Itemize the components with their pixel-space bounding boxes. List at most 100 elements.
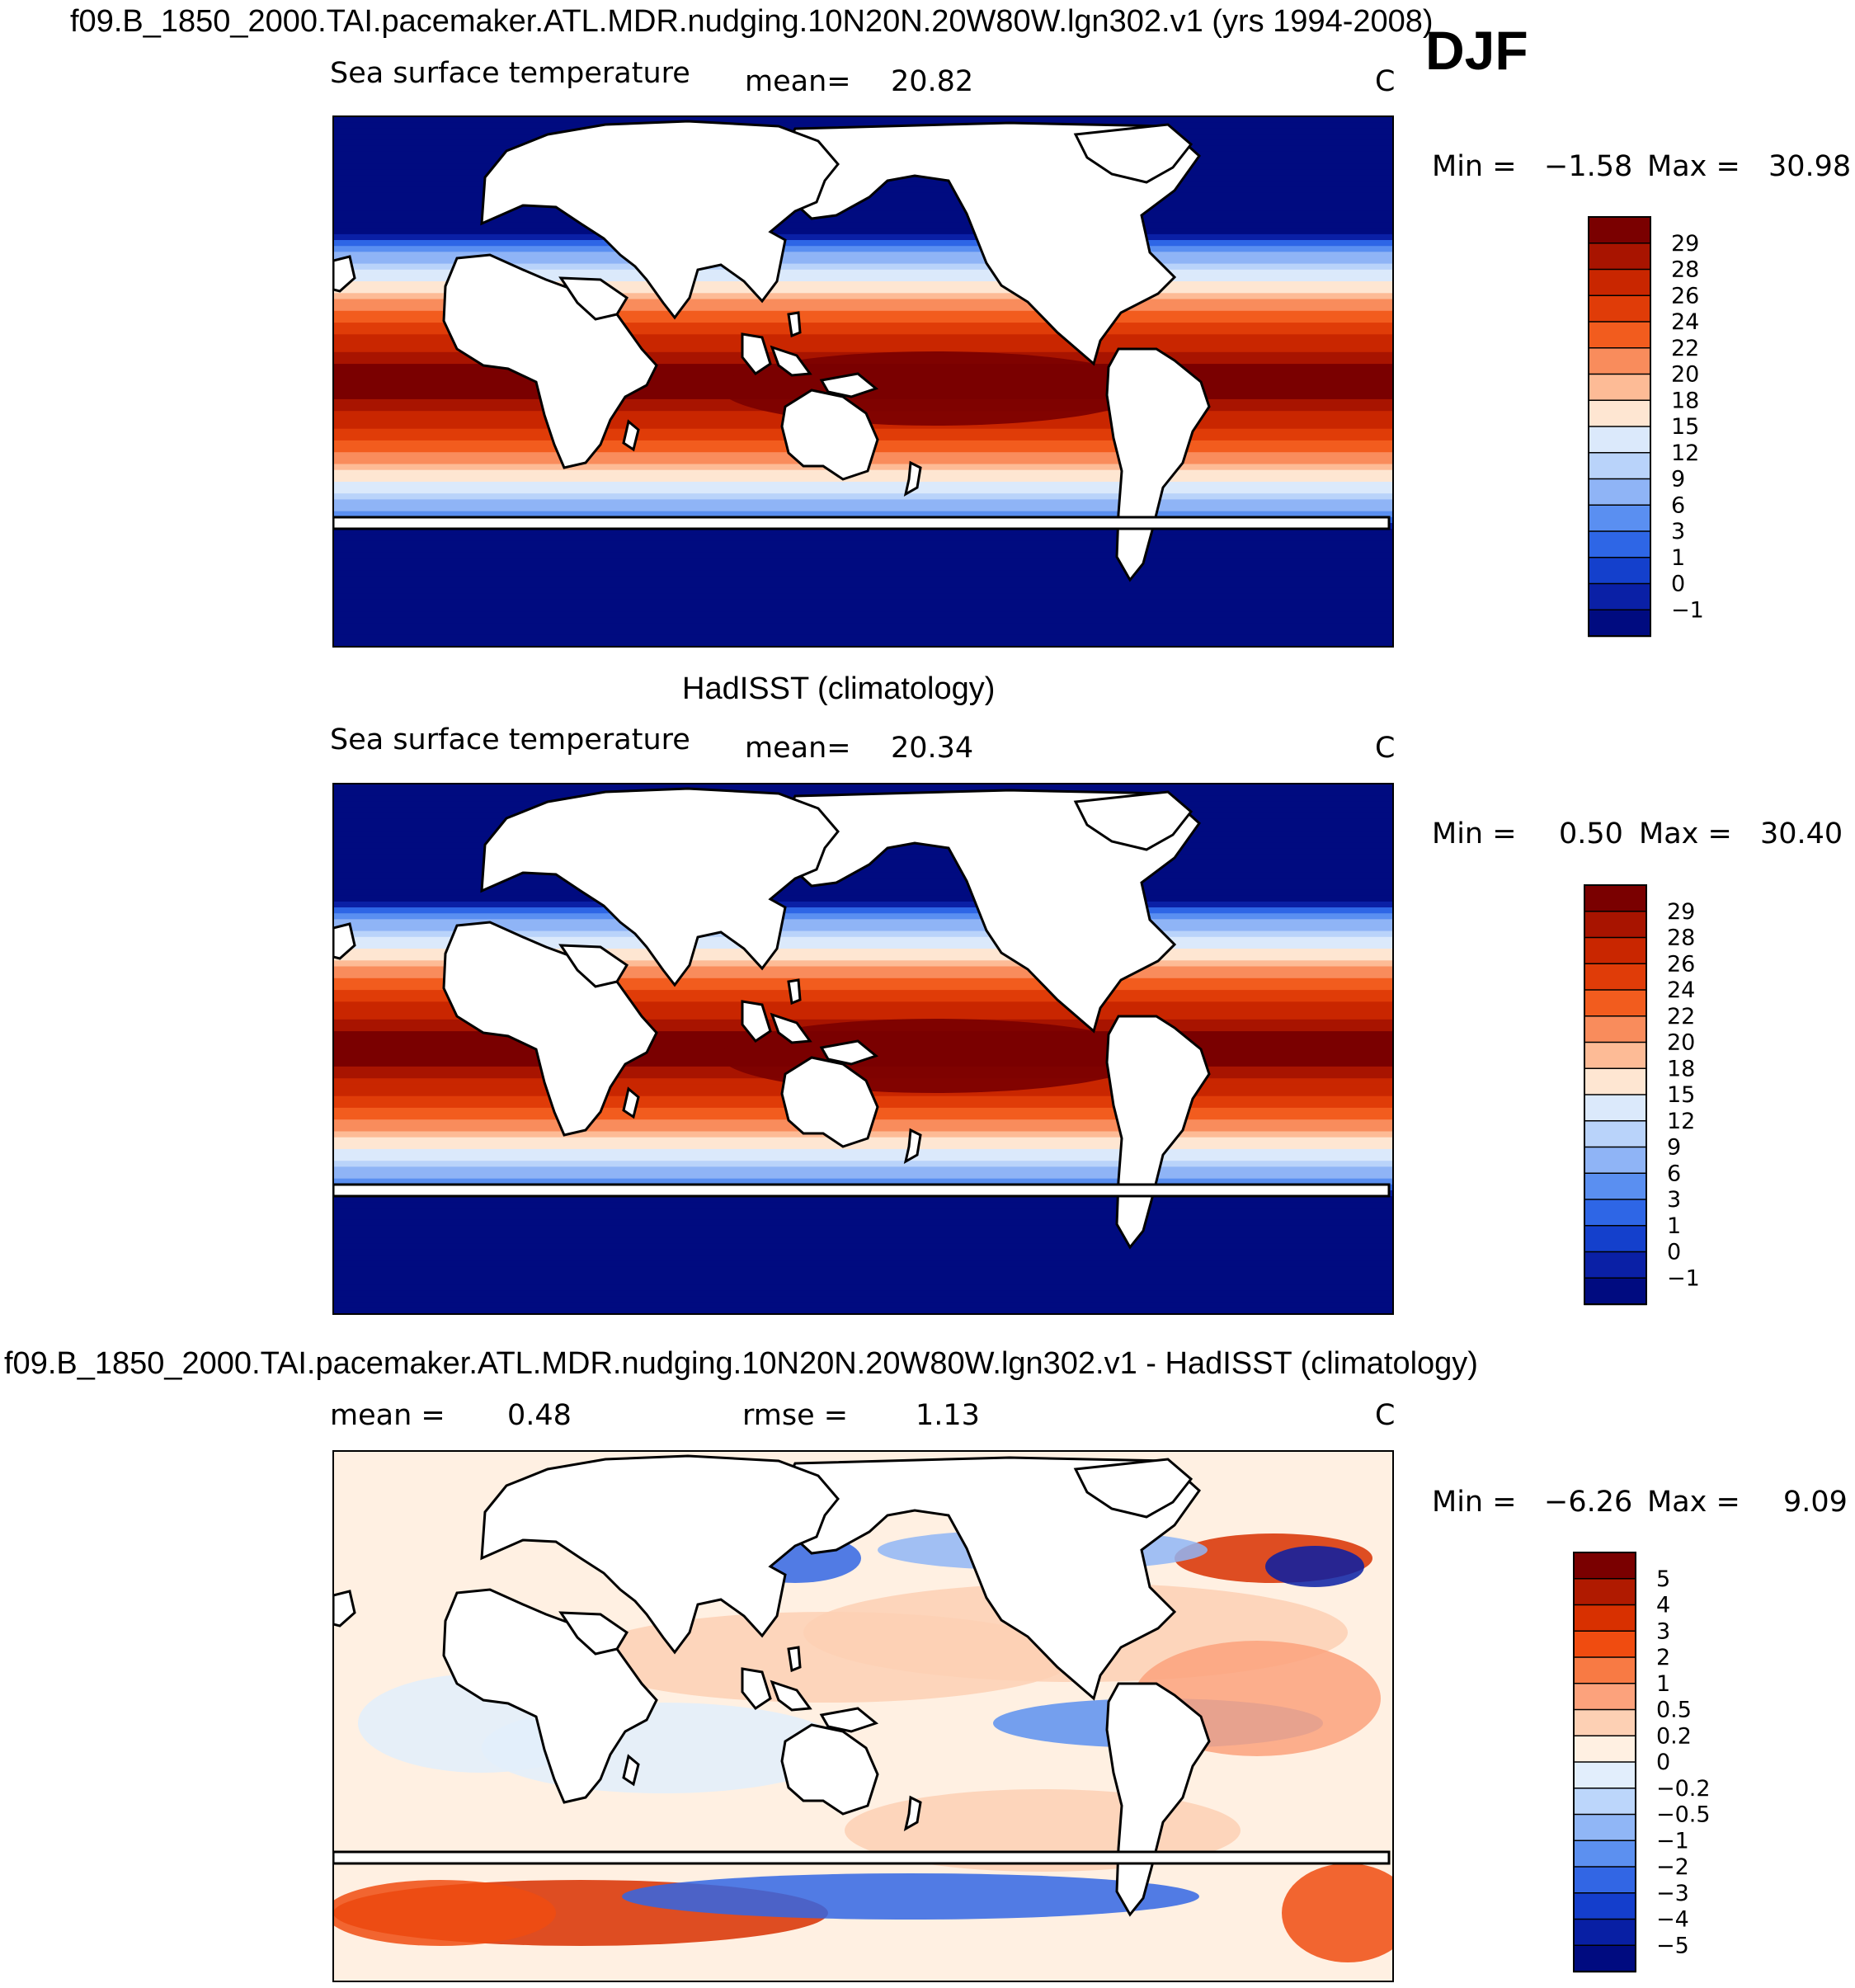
panel3-title: f09.B_1850_2000.TAI.pacemaker.ATL.MDR.nu… (4, 1346, 1478, 1381)
sst-band (333, 925, 1393, 932)
colorbar-tick-label: −0.2 (1656, 1776, 1711, 1802)
sst-band (333, 878, 1393, 885)
colorbar-tick-label: 28 (1667, 926, 1695, 951)
colorbar-tick-label: −5 (1656, 1933, 1689, 1958)
sst-band (333, 960, 1393, 968)
colorbar-tick-label: 1 (1656, 1671, 1670, 1697)
colorbar-swatch (1588, 609, 1651, 638)
sst-band (333, 1007, 1393, 1015)
panel2-max-label: Max = (1639, 817, 1732, 850)
sst-band (333, 623, 1393, 630)
sst-band (333, 535, 1393, 542)
colorbar-tick-label: 29 (1667, 899, 1695, 925)
sst-band (333, 269, 1393, 276)
sst-band (333, 611, 1393, 619)
colorbar-swatch (1588, 426, 1651, 454)
diff-anomaly (1265, 1546, 1364, 1587)
sst-band (333, 540, 1393, 548)
sst-band (333, 210, 1393, 218)
colorbar-swatch (1588, 347, 1651, 375)
sst-band (333, 1279, 1393, 1286)
sst-band (333, 1202, 1393, 1209)
sst-band (333, 901, 1393, 908)
sst-band (333, 263, 1393, 271)
sst-band (333, 1307, 1393, 1314)
colorbar-swatch (1573, 1840, 1636, 1868)
sst-band (333, 1172, 1393, 1180)
sst-band (333, 1208, 1393, 1215)
sst-band (333, 599, 1393, 606)
sst-band (333, 1196, 1393, 1204)
colorbar-tick-label: 0 (1667, 1240, 1681, 1265)
sst-band (333, 529, 1393, 536)
sst-band (333, 1290, 1393, 1298)
colorbar-swatch (1588, 243, 1651, 271)
sst-band (333, 966, 1393, 973)
panel3-units: C (1375, 1399, 1395, 1432)
sst-band (333, 482, 1393, 489)
sst-band (333, 1213, 1393, 1221)
sst-band (333, 233, 1393, 241)
colorbar-swatch (1584, 1120, 1647, 1148)
colorbar-swatch (1584, 1251, 1647, 1279)
sst-band (333, 257, 1393, 265)
colorbar-tick-label: 6 (1671, 492, 1685, 518)
colorbar-swatch (1573, 1788, 1636, 1816)
sst-band (333, 913, 1393, 921)
colorbar-swatch (1584, 963, 1647, 992)
sst-band (333, 1142, 1393, 1150)
sst-band (333, 1161, 1393, 1168)
sst-band (333, 1178, 1393, 1185)
panel1-min-value: −1.58 (1544, 150, 1632, 183)
colorbar-tick-label: 2 (1656, 1645, 1670, 1670)
colorbar-tick-label: −2 (1656, 1854, 1689, 1880)
sst-band (333, 593, 1393, 601)
colorbar-swatch (1588, 216, 1651, 244)
sst-band (333, 281, 1393, 289)
colorbar-swatch (1588, 452, 1651, 480)
panel2-min-value: 0.50 (1559, 817, 1623, 850)
sst-band (333, 587, 1393, 595)
panel2-units: C (1375, 732, 1395, 765)
panel-model: Sea surface temperature mean= 20.82 C Mi… (330, 57, 1851, 648)
colorbar-tick-label: 15 (1667, 1082, 1695, 1108)
colorbar-swatch (1573, 1761, 1636, 1789)
sst-band (333, 972, 1393, 979)
panel3-min-value: −6.26 (1544, 1486, 1632, 1519)
panel2-title: HadISST (climatology) (682, 671, 995, 706)
colorbar-swatch (1573, 1735, 1636, 1764)
colorbar-swatch (1588, 294, 1651, 323)
sst-band (333, 246, 1393, 253)
colorbar-tick-label: 15 (1671, 414, 1699, 440)
sst-band (333, 499, 1393, 506)
colorbar-swatch (1573, 1813, 1636, 1842)
colorbar-swatch (1573, 1918, 1636, 1947)
colorbar-swatch (1573, 1604, 1636, 1632)
colorbar-tick-label: −1 (1656, 1828, 1689, 1854)
panel1-mean-label: mean= (745, 65, 851, 98)
sst-band (333, 1260, 1393, 1268)
colorbar-swatch (1588, 373, 1651, 402)
panel-observations: Sea surface temperature mean= 20.34 C Mi… (330, 723, 1843, 1315)
sst-band (333, 1266, 1393, 1274)
sst-band (333, 936, 1393, 944)
colorbar-tick-label: 3 (1656, 1618, 1670, 1644)
sst-band (333, 475, 1393, 483)
panel-difference: mean = 0.48 rmse = 1.13 C Min = −6.26 Ma… (330, 1399, 1848, 1982)
diff-anomaly (581, 1612, 1076, 1703)
colorbar-tick-label: 20 (1667, 1030, 1695, 1056)
sst-band (333, 784, 1393, 791)
panel2-max-value: 30.40 (1760, 817, 1843, 850)
sst-band (333, 634, 1393, 642)
colorbar-swatch (1584, 936, 1647, 965)
sst-band (333, 228, 1393, 235)
sst-band (333, 1237, 1393, 1245)
colorbar-tick-label: 29 (1671, 231, 1699, 257)
panel3-max-label: Max = (1647, 1486, 1740, 1519)
sst-band (333, 576, 1393, 583)
sst-band (333, 954, 1393, 962)
sst-band (333, 1255, 1393, 1262)
colorbar-tick-label: 9 (1671, 467, 1685, 492)
colorbar-swatch (1584, 911, 1647, 939)
